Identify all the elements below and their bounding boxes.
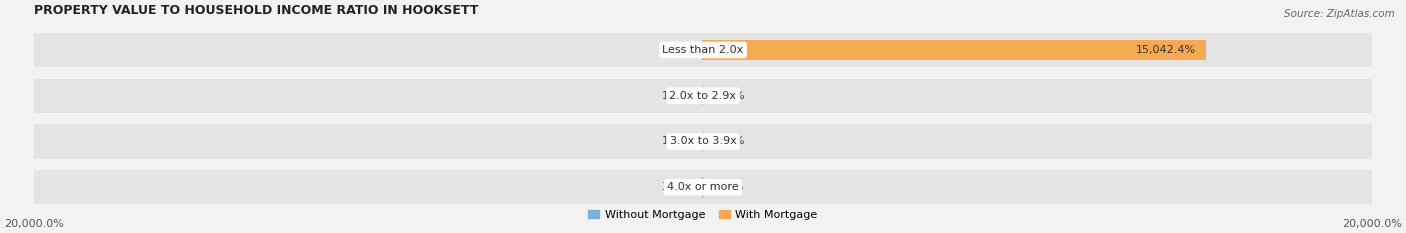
Legend: Without Mortgage, With Mortgage: Without Mortgage, With Mortgage [583,206,823,224]
Text: 4.0x or more: 4.0x or more [668,182,738,192]
Bar [34,124,1372,159]
Text: Less than 2.0x: Less than 2.0x [662,45,744,55]
Text: 13.8%: 13.8% [662,91,697,101]
Text: 37.0%: 37.0% [661,45,697,55]
Text: PROPERTY VALUE TO HOUSEHOLD INCOME RATIO IN HOOKSETT: PROPERTY VALUE TO HOUSEHOLD INCOME RATIO… [34,4,478,17]
Text: 12.0%: 12.0% [662,137,697,147]
Text: 13.4%: 13.4% [709,182,744,192]
Text: Source: ZipAtlas.com: Source: ZipAtlas.com [1284,9,1395,19]
Text: 37.2%: 37.2% [661,182,697,192]
Text: 2.0x to 2.9x: 2.0x to 2.9x [669,91,737,101]
Text: 15,042.4%: 15,042.4% [1136,45,1197,55]
Bar [703,40,1206,60]
Bar [34,79,1372,113]
Bar [34,170,1372,204]
Text: 24.2%: 24.2% [709,91,744,101]
Bar [34,33,1372,67]
Text: 3.0x to 3.9x: 3.0x to 3.9x [669,137,737,147]
Text: 39.7%: 39.7% [710,137,745,147]
